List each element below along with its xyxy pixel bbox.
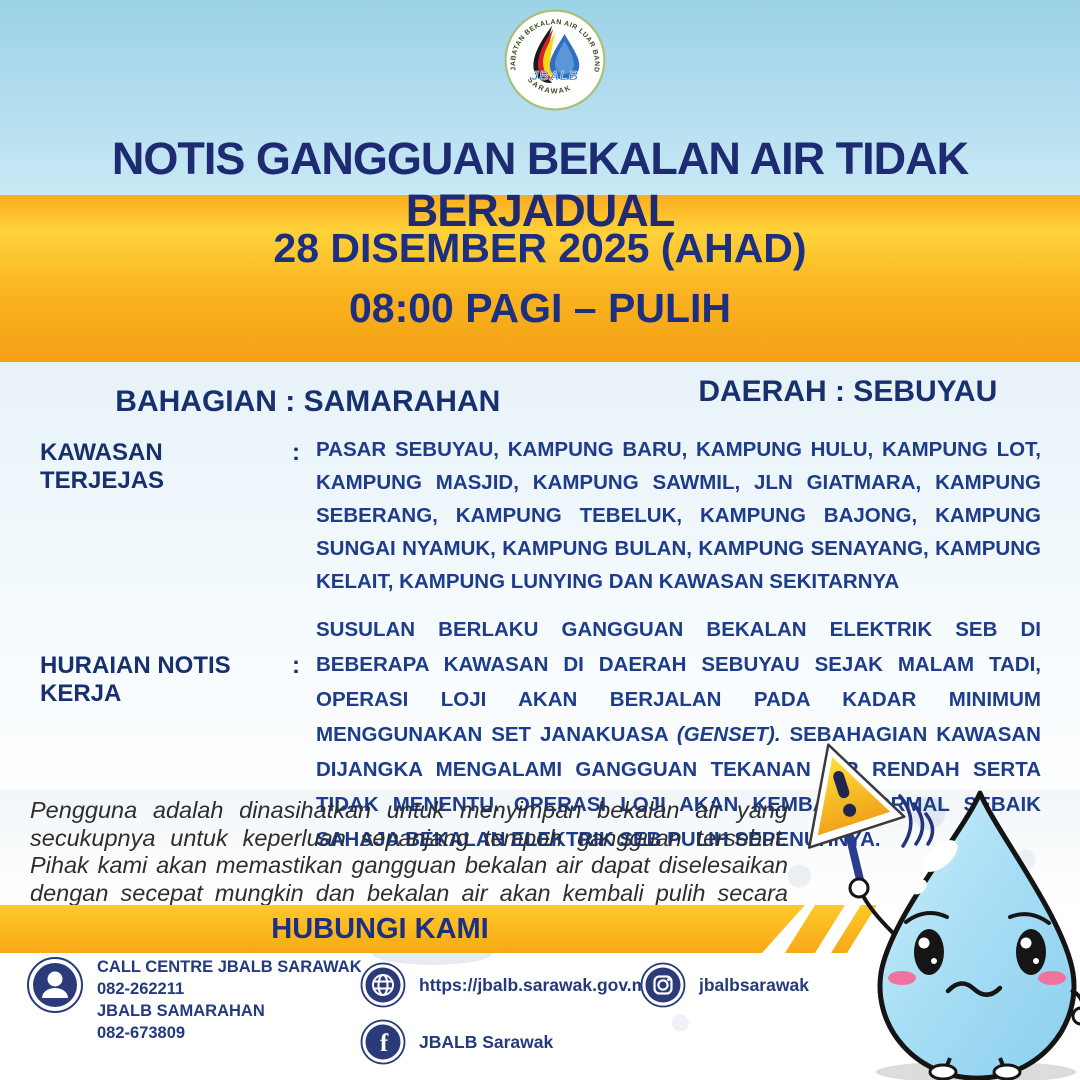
facebook-contact: f JBALB Sarawak xyxy=(360,1019,553,1065)
affected-areas-text: PASAR SEBUYAU, KAMPUNG BARU, KAMPUNG HUL… xyxy=(316,438,1041,593)
warning-triangle-icon xyxy=(807,743,906,849)
mascot-body xyxy=(877,790,1077,1080)
time-line: 08:00 PAGI – PULIH xyxy=(348,284,732,331)
instagram-icon xyxy=(640,962,686,1008)
motion-lines-icon xyxy=(898,794,935,848)
notice-body: BAHAGIAN : SAMARAHAN DAERAH : SEBUYAU KA… xyxy=(0,362,1080,851)
date-banner: 28 DISEMBER 2025 (AHAD) 08:00 PAGI – PUL… xyxy=(0,195,1080,362)
work-description-part1: SUSULAN BERLAKU GANGGUAN BEKALAN ELEKTRI… xyxy=(316,618,1041,746)
bahagian-label: BAHAGIAN : SAMARAHAN xyxy=(115,385,501,418)
jbalb-logo: JABATAN BEKALAN AIR LUAR BANDAR SARAWAK … xyxy=(503,8,606,111)
affected-areas-heading: KAWASAN TERJEJAS xyxy=(40,439,165,494)
logo-center-text: JBALB xyxy=(531,68,579,83)
mascot-right-arm xyxy=(1069,988,1080,1002)
mascot-right-glove xyxy=(1071,1006,1080,1026)
svg-text:f: f xyxy=(380,1030,389,1057)
exclamation-icon xyxy=(833,771,857,817)
contact-band-ribbon xyxy=(0,905,805,953)
header-section: JABATAN BEKALAN AIR LUAR BANDAR SARAWAK … xyxy=(0,0,1080,236)
logo-flame-drop-icon xyxy=(533,25,580,83)
work-description-genset: (GENSET). xyxy=(676,723,781,746)
body-highlight xyxy=(922,840,958,872)
call-centre-contact: CALL CENTRE JBALB SARAWAK 082-262211 JBA… xyxy=(26,956,362,1044)
person-icon xyxy=(27,957,83,1013)
page-title: NOTIS GANGGUAN BEKALAN AIR TIDAK BERJADU… xyxy=(111,133,969,236)
facebook-name: JBALB Sarawak xyxy=(419,1031,554,1052)
affected-areas-row: KAWASAN TERJEJAS : PASAR SEBUYAU, KAMPUN… xyxy=(0,433,1080,598)
instagram-contact: jbalbsarawak xyxy=(640,962,809,1008)
mascot-left-arm xyxy=(859,891,896,936)
contact-heading: HUBUNGI KAMI xyxy=(271,912,489,945)
water-drop-mascot xyxy=(807,743,1080,1080)
date-line: 28 DISEMBER 2025 (AHAD) xyxy=(273,225,807,272)
call-centre-phone1: 082-262211 xyxy=(97,980,185,998)
body-highlight xyxy=(911,879,927,895)
mascot-face xyxy=(888,911,1066,997)
mascot-left-glove xyxy=(848,877,870,899)
daerah-label: DAERAH : SEBUYAU xyxy=(698,375,998,408)
mascot-legs xyxy=(928,1057,1022,1080)
call-centre-line3: JBALB SAMARAHAN xyxy=(97,1002,265,1020)
facebook-icon: f xyxy=(360,1019,406,1065)
call-centre-line1: CALL CENTRE JBALB SARAWAK xyxy=(97,958,362,976)
website-contact: https://jbalb.sarawak.gov.my/ xyxy=(360,962,662,1008)
region-row: BAHAGIAN : SAMARAHAN DAERAH : SEBUYAU xyxy=(0,362,1080,419)
instagram-handle: jbalbsarawak xyxy=(699,974,809,995)
globe-icon xyxy=(360,962,406,1008)
colon-separator: : xyxy=(292,439,300,466)
call-centre-phone2: 082-673809 xyxy=(97,1024,186,1042)
work-description-heading: HURAIAN NOTIS KERJA xyxy=(40,652,231,707)
website-url: https://jbalb.sarawak.gov.my/ xyxy=(419,974,662,995)
colon-separator: : xyxy=(292,652,300,679)
